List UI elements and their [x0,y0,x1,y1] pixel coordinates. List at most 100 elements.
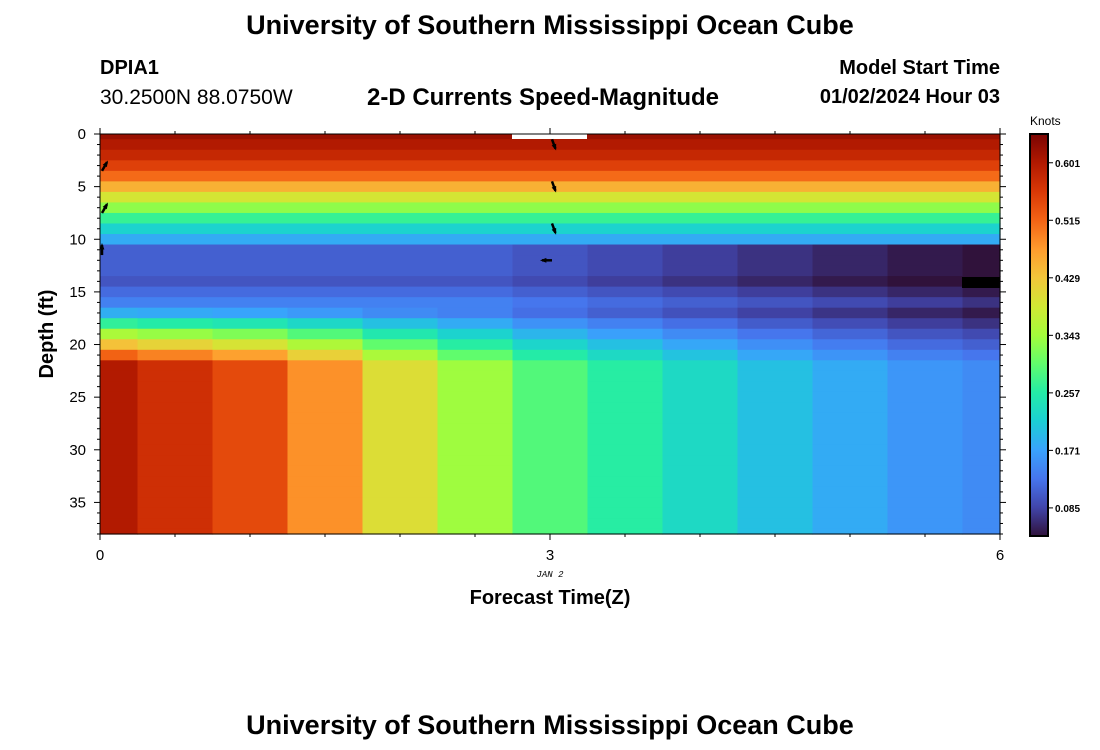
heatmap-cell [212,391,289,404]
heatmap-cell [737,181,814,193]
heatmap-cell [812,486,889,498]
heatmap-cell [812,465,889,477]
heatmap-cell [812,276,889,288]
heatmap-cell [812,244,889,256]
heatmap-cell [662,223,739,235]
x-tick-label: 3 [546,547,554,564]
heatmap-cell [437,507,514,519]
heatmap-cell [287,234,364,246]
heatmap-cell [287,402,364,414]
heatmap-cell [662,134,739,140]
heatmap-cell [362,434,439,446]
heatmap-cell [437,134,514,140]
model-start-value: 01/02/2024 Hour 03 [819,86,1000,108]
heatmap-cell [212,360,289,372]
heatmap-cell [287,412,364,425]
heatmap-cell [812,497,889,509]
heatmap-cell [437,297,514,309]
heatmap-cell [812,255,889,267]
heatmap-cell [362,276,439,288]
heatmap-cell [662,318,739,330]
heatmap-cell [662,444,739,456]
heatmap-cell [362,486,439,498]
heatmap-cell [362,497,439,509]
heatmap-cell [137,434,214,446]
heatmap-cell [100,465,139,477]
heatmap-cell [662,265,739,277]
heatmap-cell [287,202,364,214]
heatmap-cell [362,465,439,477]
vector-arrow [100,160,109,172]
heatmap-cell [662,391,739,404]
heatmap-cell [587,360,664,372]
heatmap-cell [137,444,214,456]
heatmap-cell [587,349,664,361]
main-title: University of Southern Mississippi Ocean… [246,10,854,40]
heatmap-cell [362,328,439,340]
heatmap-cell [362,528,439,535]
heatmap-cell [887,497,964,509]
heatmap-cell [887,434,964,446]
heatmap-cell [437,455,514,467]
heatmap-cell [287,360,364,372]
colorbar-title: Knots [1030,114,1061,128]
heatmap-cell [212,339,289,351]
heatmap-cell [812,318,889,330]
heatmap-cell [962,360,1001,372]
heatmap-cell [737,412,814,425]
heatmap-cell [962,465,1001,477]
heatmap-cell [962,476,1001,488]
heatmap-cell [587,518,664,530]
heatmap-cell [137,486,214,498]
heatmap-cell [212,381,289,393]
heatmap-cell [662,328,739,340]
heatmap-cell [587,286,664,298]
heatmap-cell [887,202,964,214]
heatmap-cell [512,223,589,235]
x-tick-label: 0 [96,547,104,564]
heatmap-cell [512,497,589,509]
heatmap-cell [812,170,889,182]
heatmap-cell [287,297,364,309]
heatmap-cell [512,328,589,340]
heatmap-cell [587,255,664,267]
heatmap-cell [662,181,739,193]
heatmap-cell [737,465,814,477]
heatmap-cell [287,244,364,256]
heatmap-cell [287,486,364,498]
heatmap-cell [512,139,589,151]
heatmap-cell [512,360,589,372]
heatmap-cell [737,202,814,214]
heatmap-cell [437,528,514,535]
heatmap-cell [662,423,739,435]
heatmap-cell [437,265,514,277]
heatmap-cell [587,244,664,256]
heatmap-cell [137,202,214,214]
heatmap-cell [587,507,664,519]
heatmap-cell [587,412,664,425]
heatmap-cell [100,286,139,298]
heatmap-cell [962,402,1001,414]
heatmap-cell [100,444,139,456]
heatmap-cell [100,476,139,488]
heatmap-cell [887,134,964,140]
heatmap-cell [812,307,889,319]
heatmap-cell [437,307,514,319]
heatmap-cell [100,528,139,535]
heatmap-cell [587,160,664,172]
heatmap-cell [287,181,364,193]
heatmap-cell [137,349,214,361]
heatmap-cell [100,423,139,435]
heatmap-cell [737,244,814,256]
heatmap-cell [137,181,214,193]
heatmap-cell [737,212,814,225]
heatmap-cell [887,476,964,488]
heatmap-cell [962,265,1001,277]
heatmap-cell [437,391,514,404]
heatmap-cell [962,191,1001,204]
heatmap-cell [137,286,214,298]
heatmap-cell [100,486,139,498]
heatmap-cell [437,286,514,298]
heatmap-cell [512,170,589,182]
heatmap-cell [737,391,814,404]
